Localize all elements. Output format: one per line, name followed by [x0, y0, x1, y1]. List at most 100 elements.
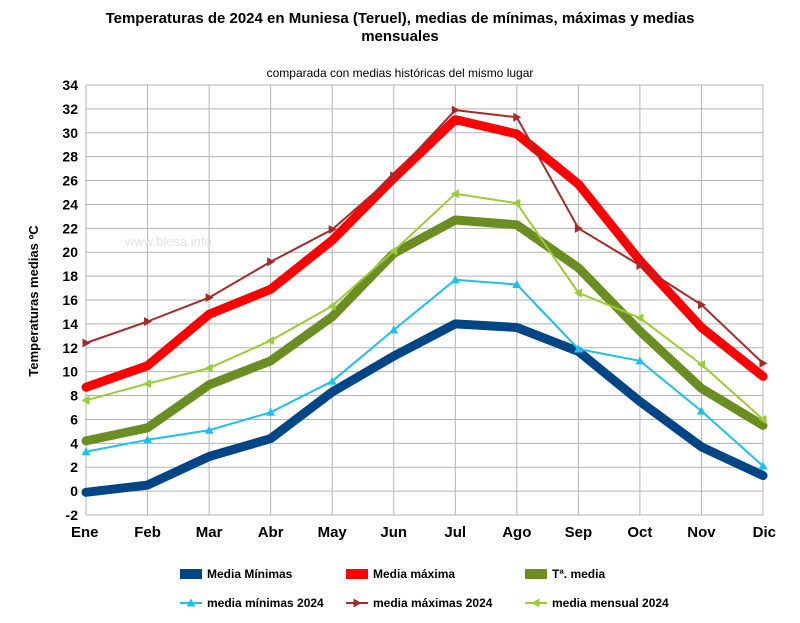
- data-point-marker: [328, 225, 337, 235]
- series-media-m-nimas: [81, 319, 768, 497]
- series-media-m-nimas-2024: [81, 275, 768, 470]
- legend-swatch: [525, 569, 547, 579]
- legend: Media Mínimas Media máxima Tª. media media …: [180, 567, 669, 610]
- data-point-marker: [573, 344, 583, 353]
- x-tick-label: Jun: [380, 524, 407, 541]
- y-tick-label: 14: [62, 316, 78, 332]
- x-tick-labels: Ene Feb Mar Abr May Jun Jul Ago Sep Oct Nov Dic: [71, 524, 776, 541]
- series-media-mensual-2024: [81, 189, 767, 424]
- data-point-marker: [573, 288, 582, 298]
- data-point-marker: [143, 379, 152, 389]
- data-point-marker: [697, 300, 706, 310]
- data-point-marker: [204, 363, 213, 373]
- data-point-marker: [512, 279, 522, 288]
- data-point-marker: [451, 105, 460, 115]
- y-tick-label: 24: [62, 196, 78, 212]
- data-point-marker: [513, 112, 522, 122]
- data-point-marker: [450, 275, 460, 284]
- y-tick-label: 34: [62, 77, 78, 93]
- data-point-marker: [512, 198, 521, 208]
- x-tick-label: Ago: [502, 524, 531, 541]
- y-tick-label: 22: [62, 220, 78, 236]
- data-point-marker: [327, 301, 336, 311]
- chart-subtitle: comparada con medias históricas del mism…: [266, 66, 534, 80]
- data-point-marker: [389, 246, 398, 256]
- data-point-marker: [696, 360, 705, 369]
- x-tick-label: Abr: [258, 524, 284, 541]
- legend-item: media mensual 2024: [525, 596, 669, 610]
- data-point-marker: [758, 461, 768, 470]
- y-tick-label: 6: [70, 411, 78, 427]
- data-point-marker: [390, 171, 399, 181]
- data-point-marker: [266, 407, 276, 416]
- y-tick-label: 32: [62, 101, 78, 117]
- data-point-marker: [327, 376, 337, 385]
- data-point-marker: [144, 317, 153, 326]
- legend-item: Media Mínimas: [180, 567, 293, 581]
- series-line: [85, 278, 764, 467]
- legend-item: media mínimas 2024: [180, 596, 324, 610]
- x-tick-label: Mar: [196, 524, 223, 541]
- legend-item: media máximas 2024: [346, 596, 493, 610]
- y-tick-label: 12: [62, 340, 78, 356]
- y-tick-label: -2: [66, 507, 79, 523]
- data-point-marker: [205, 293, 214, 303]
- x-tick-label: Ene: [71, 524, 99, 541]
- data-point-marker: [82, 338, 91, 348]
- y-tick-label: 8: [70, 388, 78, 404]
- data-point-marker: [81, 447, 91, 456]
- y-axis-label: Temperaturas medias ºC: [26, 225, 41, 377]
- y-tick-label: 0: [70, 483, 78, 499]
- data-point-marker: [574, 223, 583, 233]
- x-tick-label: Feb: [134, 524, 161, 541]
- data-point-marker: [81, 395, 90, 405]
- series-line: [81, 319, 768, 497]
- data-point-marker: [696, 406, 706, 415]
- legend-item: Tª. media: [525, 567, 605, 581]
- data-point-marker: [267, 257, 276, 267]
- series-line: [85, 109, 764, 365]
- legend-swatch: [180, 569, 202, 579]
- y-tick-label: 20: [62, 244, 78, 260]
- legend-label: media mínimas 2024: [207, 596, 324, 610]
- legend-item: Media máxima: [346, 567, 455, 581]
- series-line: [81, 215, 768, 446]
- y-tick-label: 4: [70, 435, 78, 451]
- x-tick-label: Oct: [627, 524, 652, 541]
- chart-title: Temperaturas de 2024 en Muniesa (Teruel)…: [105, 10, 695, 45]
- series-media-m-ximas-2024: [82, 105, 768, 368]
- x-tick-label: Sep: [565, 524, 593, 541]
- data-point-marker: [204, 425, 214, 434]
- x-tick-label: Dic: [753, 524, 776, 541]
- x-tick-label: Nov: [687, 524, 716, 541]
- watermark: www.blesa.info: [124, 234, 212, 249]
- data-point-marker: [531, 598, 540, 608]
- data-point-marker: [759, 358, 768, 368]
- series-line: [85, 192, 764, 421]
- data-point-marker: [450, 189, 459, 199]
- y-tick-label: 26: [62, 173, 78, 189]
- y-tick-label: 18: [62, 268, 78, 284]
- y-tick-label: 16: [62, 292, 78, 308]
- data-point-marker: [353, 598, 362, 608]
- data-point-marker: [186, 598, 196, 607]
- data-point-marker: [266, 336, 275, 346]
- data-point-marker: [389, 325, 399, 334]
- y-tick-label: 28: [62, 149, 78, 165]
- data-point-marker: [636, 260, 645, 270]
- y-tick-label: 30: [62, 125, 78, 141]
- data-point-marker: [143, 435, 153, 444]
- data-point-marker: [635, 356, 645, 365]
- legend-label: Media Mínimas: [207, 567, 293, 581]
- y-tick-label: 2: [70, 459, 78, 475]
- legend-label: Tª. media: [552, 567, 605, 581]
- data-point-marker: [758, 414, 767, 424]
- x-tick-label: May: [318, 524, 348, 541]
- legend-label: Media máxima: [373, 567, 455, 581]
- data-point-marker: [635, 313, 644, 323]
- legend-swatch: [346, 569, 368, 579]
- legend-label: media mensual 2024: [552, 596, 669, 610]
- legend-label: media máximas 2024: [373, 596, 493, 610]
